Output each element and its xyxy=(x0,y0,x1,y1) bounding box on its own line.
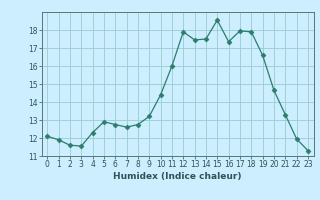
X-axis label: Humidex (Indice chaleur): Humidex (Indice chaleur) xyxy=(113,172,242,181)
